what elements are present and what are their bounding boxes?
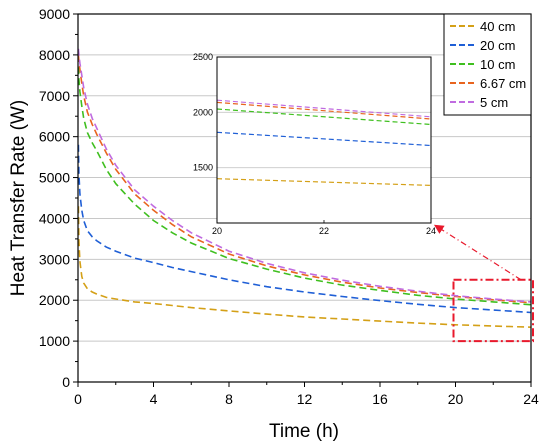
highlight-region <box>433 224 534 343</box>
y-tick-label: 8000 <box>39 47 70 63</box>
series-line-2 <box>77 67 532 306</box>
x-tick-label: 24 <box>523 391 539 407</box>
y-axis-label: Heat Transfer Rate (W) <box>8 100 29 296</box>
y-tick-label: 1000 <box>39 333 70 349</box>
inset-y-tick-label: 1500 <box>193 163 213 173</box>
inset-chart: 1500 2000 2500 20 22 24 <box>193 52 436 236</box>
y-tick-label: 4000 <box>39 210 70 226</box>
legend-box <box>443 13 532 116</box>
inset-y-tick-label: 2000 <box>193 107 213 117</box>
inset-background <box>217 57 431 223</box>
x-tick-label: 20 <box>448 391 464 407</box>
inset-series-group <box>216 99 432 186</box>
inset-x-tick-label: 24 <box>426 226 436 236</box>
series-line-0 <box>77 206 532 328</box>
y-tick-label: 6000 <box>39 129 70 145</box>
x-tick-label: 0 <box>74 391 82 407</box>
y-tick-label: 7000 <box>39 88 70 104</box>
inset-series-line-4 <box>216 99 432 118</box>
series-line-1 <box>77 144 532 314</box>
inset-x-tick-label: 20 <box>212 226 222 236</box>
legend-label-4: 5 cm <box>480 95 508 110</box>
inset-series-line-2 <box>216 108 432 126</box>
inset-series-line-3 <box>216 101 432 120</box>
inset-x-tick-label: 22 <box>319 226 329 236</box>
x-tick-label: 12 <box>297 391 313 407</box>
series-line-4 <box>77 48 532 303</box>
legend: 40 cm 20 cm 10 cm 6.67 cm 5 cm <box>443 13 532 116</box>
x-axis-label: Time (h) <box>269 421 339 442</box>
y-tick-label: 9000 <box>39 6 70 22</box>
inset-ticks: 1500 2000 2500 20 22 24 <box>193 52 436 236</box>
legend-label-2: 10 cm <box>480 57 515 72</box>
y-tick-label: 3000 <box>39 251 70 267</box>
x-tick-label: 16 <box>372 391 388 407</box>
legend-label-0: 40 cm <box>480 19 515 34</box>
y-tick-label: 0 <box>62 374 70 390</box>
main-series-group <box>77 48 532 328</box>
zoom-arrow <box>433 224 522 281</box>
y-tick-label: 5000 <box>39 170 70 186</box>
y-tick-label: 2000 <box>39 292 70 308</box>
x-tick-label: 8 <box>225 391 233 407</box>
zoom-box <box>452 278 534 343</box>
inset-y-tick-label: 2500 <box>193 52 213 62</box>
legend-label-1: 20 cm <box>480 38 515 53</box>
inset-grid <box>217 111 431 169</box>
inset-series-line-1 <box>216 131 432 147</box>
x-tick-label: 4 <box>150 391 158 407</box>
series-line-3 <box>77 54 532 304</box>
legend-label-3: 6.67 cm <box>480 76 526 91</box>
inset-series-line-0 <box>216 178 432 186</box>
main-ticks: 0 1000 2000 3000 4000 5000 6000 7000 8000 9000 0 4 8… <box>39 6 539 407</box>
